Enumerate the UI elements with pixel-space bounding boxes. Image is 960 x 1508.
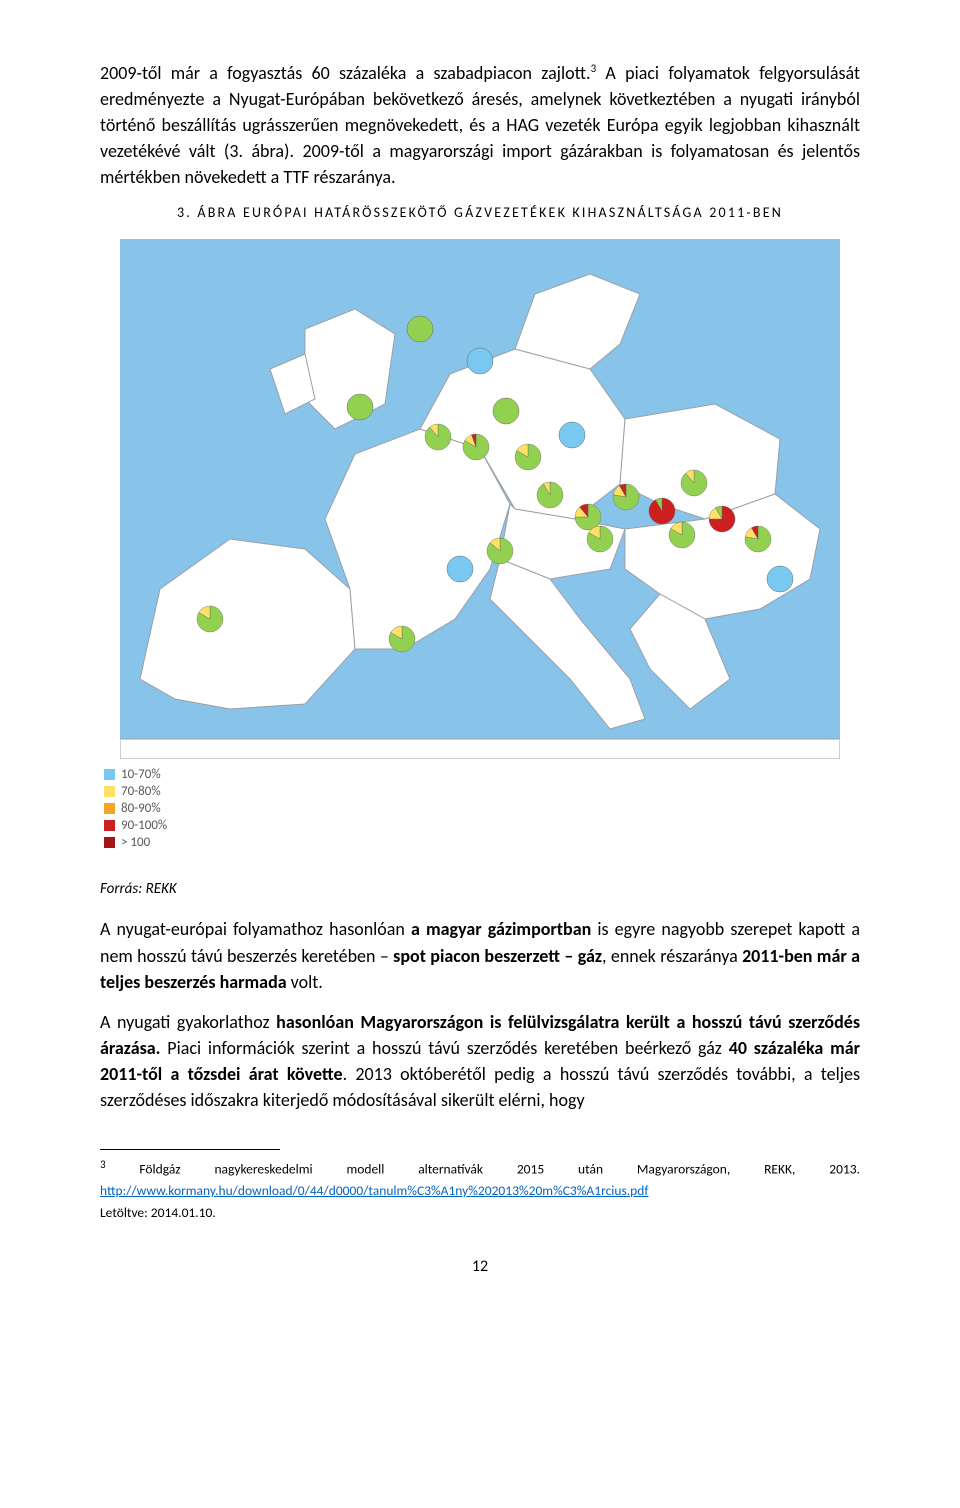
paragraph-2: A nyugat-európai folyamathoz hasonlóan a… [100,916,860,994]
map-legend: 10-70% 70-80% 80-90% 90-100% > 100 [104,767,167,852]
footnote-rule [100,1149,280,1150]
p2-e: volt. [287,971,323,993]
legend-row: 10-70% [104,767,167,782]
p3-a: A nyugati gyakorlathoz [100,1011,276,1033]
legend-label: > 100 [121,835,150,850]
legend-swatch [104,820,115,831]
legend-label: 90-100% [121,818,167,833]
paragraph-3: A nyugati gyakorlathoz hasonlóan Magyaro… [100,1009,860,1113]
figure-3: 10-70% 70-80% 80-90% 90-100% > 100 [100,239,860,880]
footnote-text: Földgáz nagykereskedelmi modell alternat… [106,1161,860,1178]
legend-swatch [104,803,115,814]
footnote-3: 3 Földgáz nagykereskedelmi modell altern… [100,1156,860,1223]
legend-swatch [104,769,115,780]
p2-a: A nyugat-európai folyamathoz hasonlóan [100,918,411,940]
europe-map [120,239,840,759]
legend-label: 70-80% [121,784,161,799]
p2-d: , ennek részaránya [602,945,742,967]
legend-label: 10-70% [121,767,161,782]
legend-row: 80-90% [104,801,167,816]
legend-label: 80-90% [121,801,161,816]
p2-bold-2: spot piacon beszerzett – gáz [393,945,602,967]
page-number: 12 [100,1257,860,1276]
footnote-tail: Letöltve: 2014.01.10. [100,1204,216,1221]
legend-swatch [104,786,115,797]
p3-c: Piaci információk szerint a hosszú távú … [160,1037,728,1059]
legend-swatch [104,837,115,848]
legend-row: 90-100% [104,818,167,833]
footnote-link[interactable]: http://www.kormany.hu/download/0/44/d000… [100,1182,648,1199]
legend-row: 70-80% [104,784,167,799]
p1-text-a: 2009-től már a fogyasztás 60 százaléka a… [100,62,591,84]
legend-row: > 100 [104,835,167,850]
figure-caption: 3. ÁBRA EURÓPAI HATÁRÖSSZEKÖTŐ GÁZVEZETÉ… [100,204,860,221]
paragraph-1: 2009-től már a fogyasztás 60 százaléka a… [100,60,860,190]
p2-bold-1: a magyar gázimportban [411,918,591,940]
figure-source: Forrás: REKK [100,880,860,898]
